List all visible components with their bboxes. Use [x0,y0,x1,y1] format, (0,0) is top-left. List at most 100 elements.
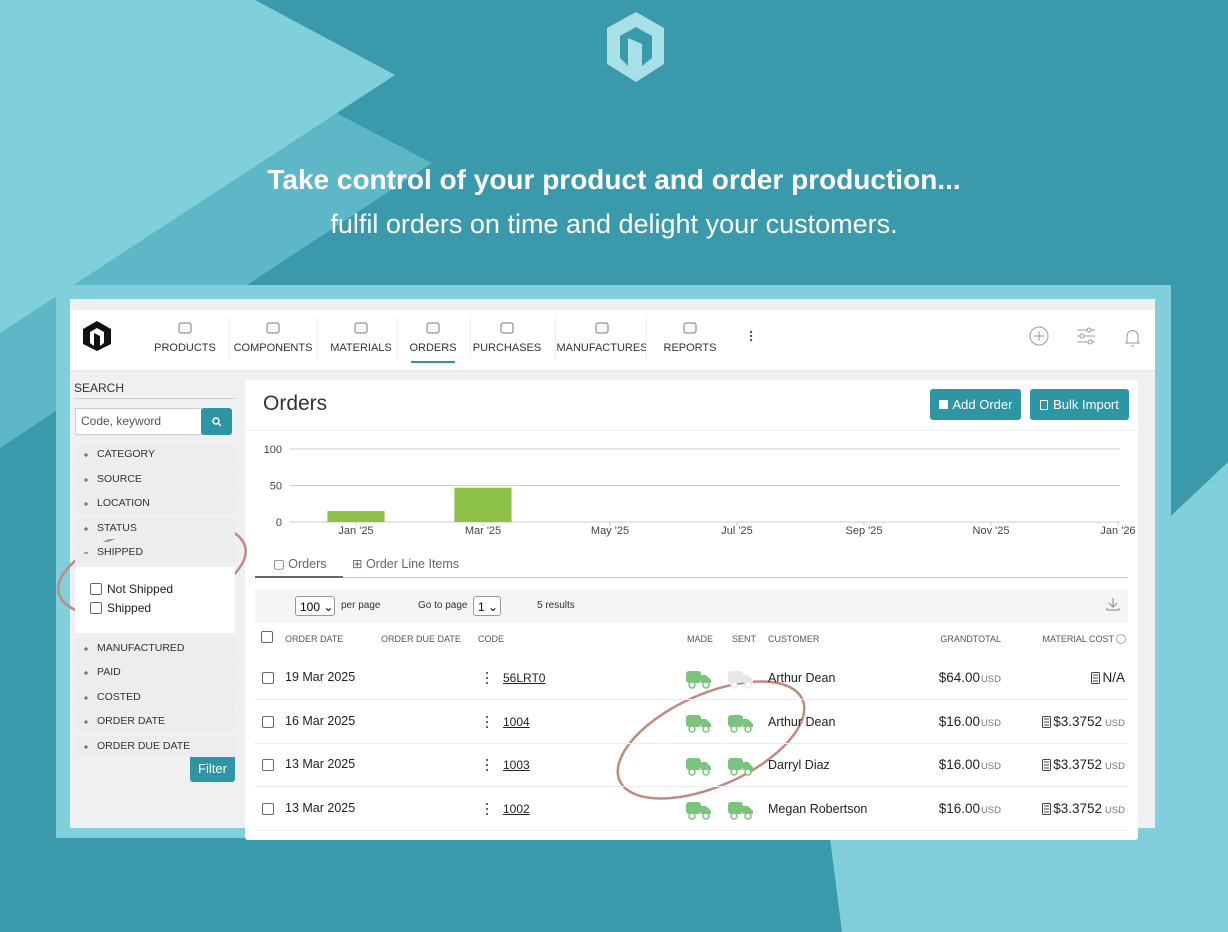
icon-shape [686,714,701,727]
go-to-page-label: Go to page [418,600,468,611]
filter-row[interactable]: ORDER DATE [75,711,235,732]
row-divider [255,742,1128,744]
nav-item[interactable]: ORDERS [409,342,457,354]
icon-shape [730,768,738,776]
add-order-button[interactable]: Add Order [930,389,1021,420]
nav-item[interactable]: PRODUCTS [154,342,216,354]
row-divider [255,699,1128,700]
nav-separator [317,318,318,360]
nav-icon [595,322,609,334]
icon-shape [743,762,753,770]
select-all-checkbox[interactable] [261,631,273,643]
per-page-select[interactable]: 100 ⌄ [295,596,335,616]
icon-shape [178,322,192,334]
icon-shape [688,811,696,820]
column-header: ORDER DUE DATE [381,634,461,644]
nav-item[interactable]: PURCHASES [472,342,542,354]
download-icon[interactable] [1105,596,1121,612]
checkbox[interactable] [90,601,102,614]
tab[interactable]: ⊞ Order Line Items [352,557,460,571]
nav-more[interactable] [748,330,754,342]
page-select[interactable]: 1 ⌄ [473,596,501,616]
icon-shape [683,322,697,334]
icon-shape [730,681,738,689]
filter-option[interactable]: Shipped [107,600,152,615]
filter-row[interactable]: ORDER DUE DATE [75,735,235,757]
search-button[interactable] [201,408,232,435]
dot [485,812,489,815]
order-code[interactable]: 56LRT0 [503,671,546,685]
calculator-icon [1042,802,1051,815]
filter-row[interactable]: CATEGORY [75,444,235,465]
filter-row[interactable]: SOURCE [75,468,235,490]
material-cost: $3.3752 [1053,800,1102,816]
filter-toggle [84,526,88,531]
customer: Arthur Dean [768,671,836,685]
tab-label: Order Line Items [365,557,460,571]
nav-item[interactable]: REPORTS [663,342,717,354]
nav-item[interactable]: MANUFACTURES [556,342,648,354]
row-checkbox[interactable] [262,802,274,815]
material-cost: N/A [1102,670,1125,685]
filter-row[interactable]: STATUS [75,517,235,539]
icon-shape [688,724,696,733]
x-tick-label: Mar '25 [465,525,501,537]
bulk-import-button[interactable]: Bulk Import [1030,389,1129,420]
row-menu[interactable] [485,671,489,685]
icon-shape [688,681,696,689]
row-checkbox[interactable] [262,715,274,728]
row-checkbox[interactable] [262,759,274,771]
filter-toggle [84,646,88,651]
icon-shape [744,724,752,733]
filter-toggle [84,453,88,457]
toggle-glyph [84,695,88,700]
orders-chart: 0 50 100 Jan '25 Mar '25 May '25 Jul '25 Sep '2… [264,444,1136,537]
nav-item[interactable]: MATERIALS [330,342,392,354]
order-code[interactable]: 1004 [503,714,530,729]
row-checkbox[interactable] [262,672,274,684]
filter-toggle [84,502,88,506]
tab[interactable]: ▢ Orders [273,557,327,571]
sent-icon [728,671,753,689]
filter-row[interactable]: MANUFACTURED [75,637,235,659]
order-code[interactable]: 1003 [503,758,530,772]
search-input[interactable]: Code, keyword [75,408,202,435]
row-menu[interactable] [485,758,489,772]
nav-item[interactable]: COMPONENTS [233,342,313,354]
button-label: Add Order [952,397,1013,412]
filter-row[interactable]: SHIPPED [75,542,235,563]
icon-shape [266,322,280,334]
nav-icon [426,322,440,334]
filter-row[interactable]: LOCATION [75,493,235,514]
filter-button[interactable]: Filter [190,754,235,782]
icon-shape [744,681,752,689]
app-logo [83,321,111,351]
filter-row[interactable]: COSTED [75,686,235,708]
filter-row[interactable]: PAID [75,662,235,683]
sent-icon [728,758,753,776]
order-code[interactable]: 1002 [503,801,530,816]
row-menu[interactable] [485,802,489,816]
dot [485,763,489,767]
customer: Megan Robertson [768,801,868,816]
dot [485,671,489,675]
nav-icon [500,322,514,334]
icon-shape [702,811,710,820]
grand-total: $16.00 [938,800,980,816]
divider [245,430,1138,431]
x-tick-label: May '25 [591,525,629,537]
order-date: 13 Mar 2025 [285,800,356,815]
customer: Darryl Diaz [768,758,830,772]
icon-shape [595,322,609,334]
grand-total: $16.00 [938,757,980,772]
checkbox[interactable] [90,582,102,595]
button-label: Bulk Import [1053,397,1119,412]
bar [327,511,385,522]
filter-option[interactable]: Not Shipped [107,581,174,596]
row-menu[interactable] [485,715,489,729]
dot [485,802,489,805]
dot [485,807,489,810]
nav-separator [646,318,647,360]
nav-tools[interactable] [1025,322,1150,352]
